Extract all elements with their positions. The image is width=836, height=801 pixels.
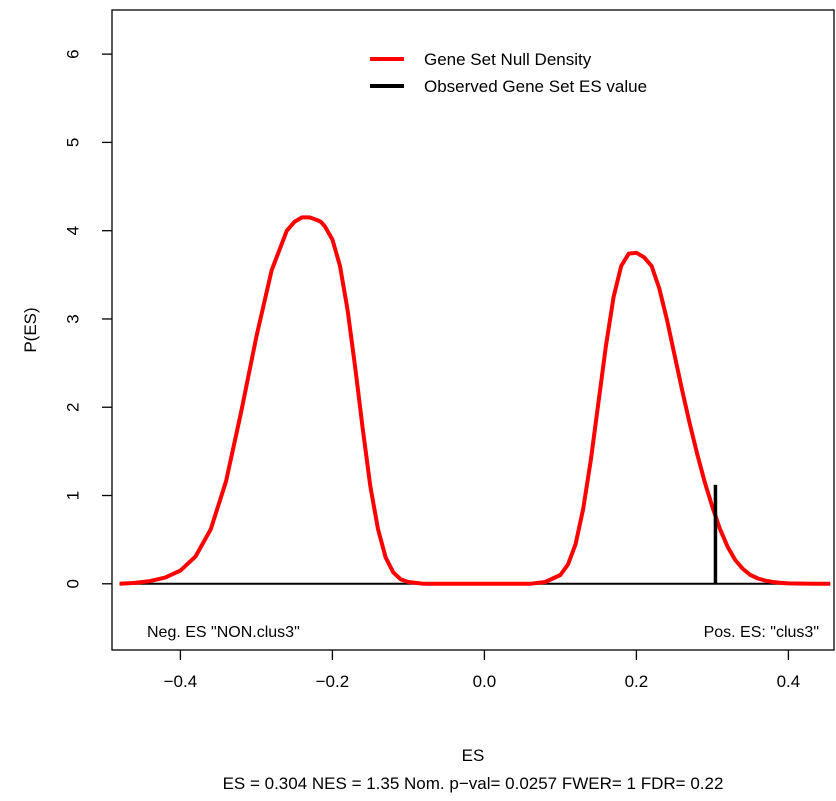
x-tick-label: −0.4: [164, 672, 198, 691]
null-density-series-line: [119, 215, 831, 586]
x-tick-label: −0.2: [316, 672, 350, 691]
chart-subtitle: ES = 0.304 NES = 1.35 Nom. p−val= 0.0257…: [223, 774, 724, 793]
plot-frame: [111, 9, 835, 651]
x-tick-label: 0.4: [777, 672, 801, 691]
y-tick-label: 0: [63, 579, 82, 588]
pos-es-annotation: Pos. ES: "clus3": [704, 624, 819, 641]
legend: Gene Set Null Density Observed Gene Set …: [370, 50, 647, 96]
x-tick-label: 0.0: [473, 672, 497, 691]
x-tick-label: 0.2: [625, 672, 649, 691]
x-axis-label: ES: [462, 746, 485, 765]
legend-label-null-density: Gene Set Null Density: [424, 50, 592, 69]
x-axis: −0.4 −0.2 0.0 0.2 0.4: [164, 650, 801, 691]
y-tick-label: 1: [63, 491, 82, 500]
y-axis-label: P(ES): [21, 307, 40, 352]
y-tick-label: 3: [63, 314, 82, 323]
neg-es-annotation: Neg. ES "NON.clus3": [147, 624, 300, 641]
y-axis: 0 1 2 3 4 5 6: [63, 49, 112, 589]
y-tick-label: 5: [63, 138, 82, 147]
legend-label-observed-es: Observed Gene Set ES value: [424, 77, 647, 96]
y-tick-label: 2: [63, 403, 82, 412]
y-tick-label: 4: [63, 226, 82, 235]
y-tick-label: 6: [63, 49, 82, 58]
